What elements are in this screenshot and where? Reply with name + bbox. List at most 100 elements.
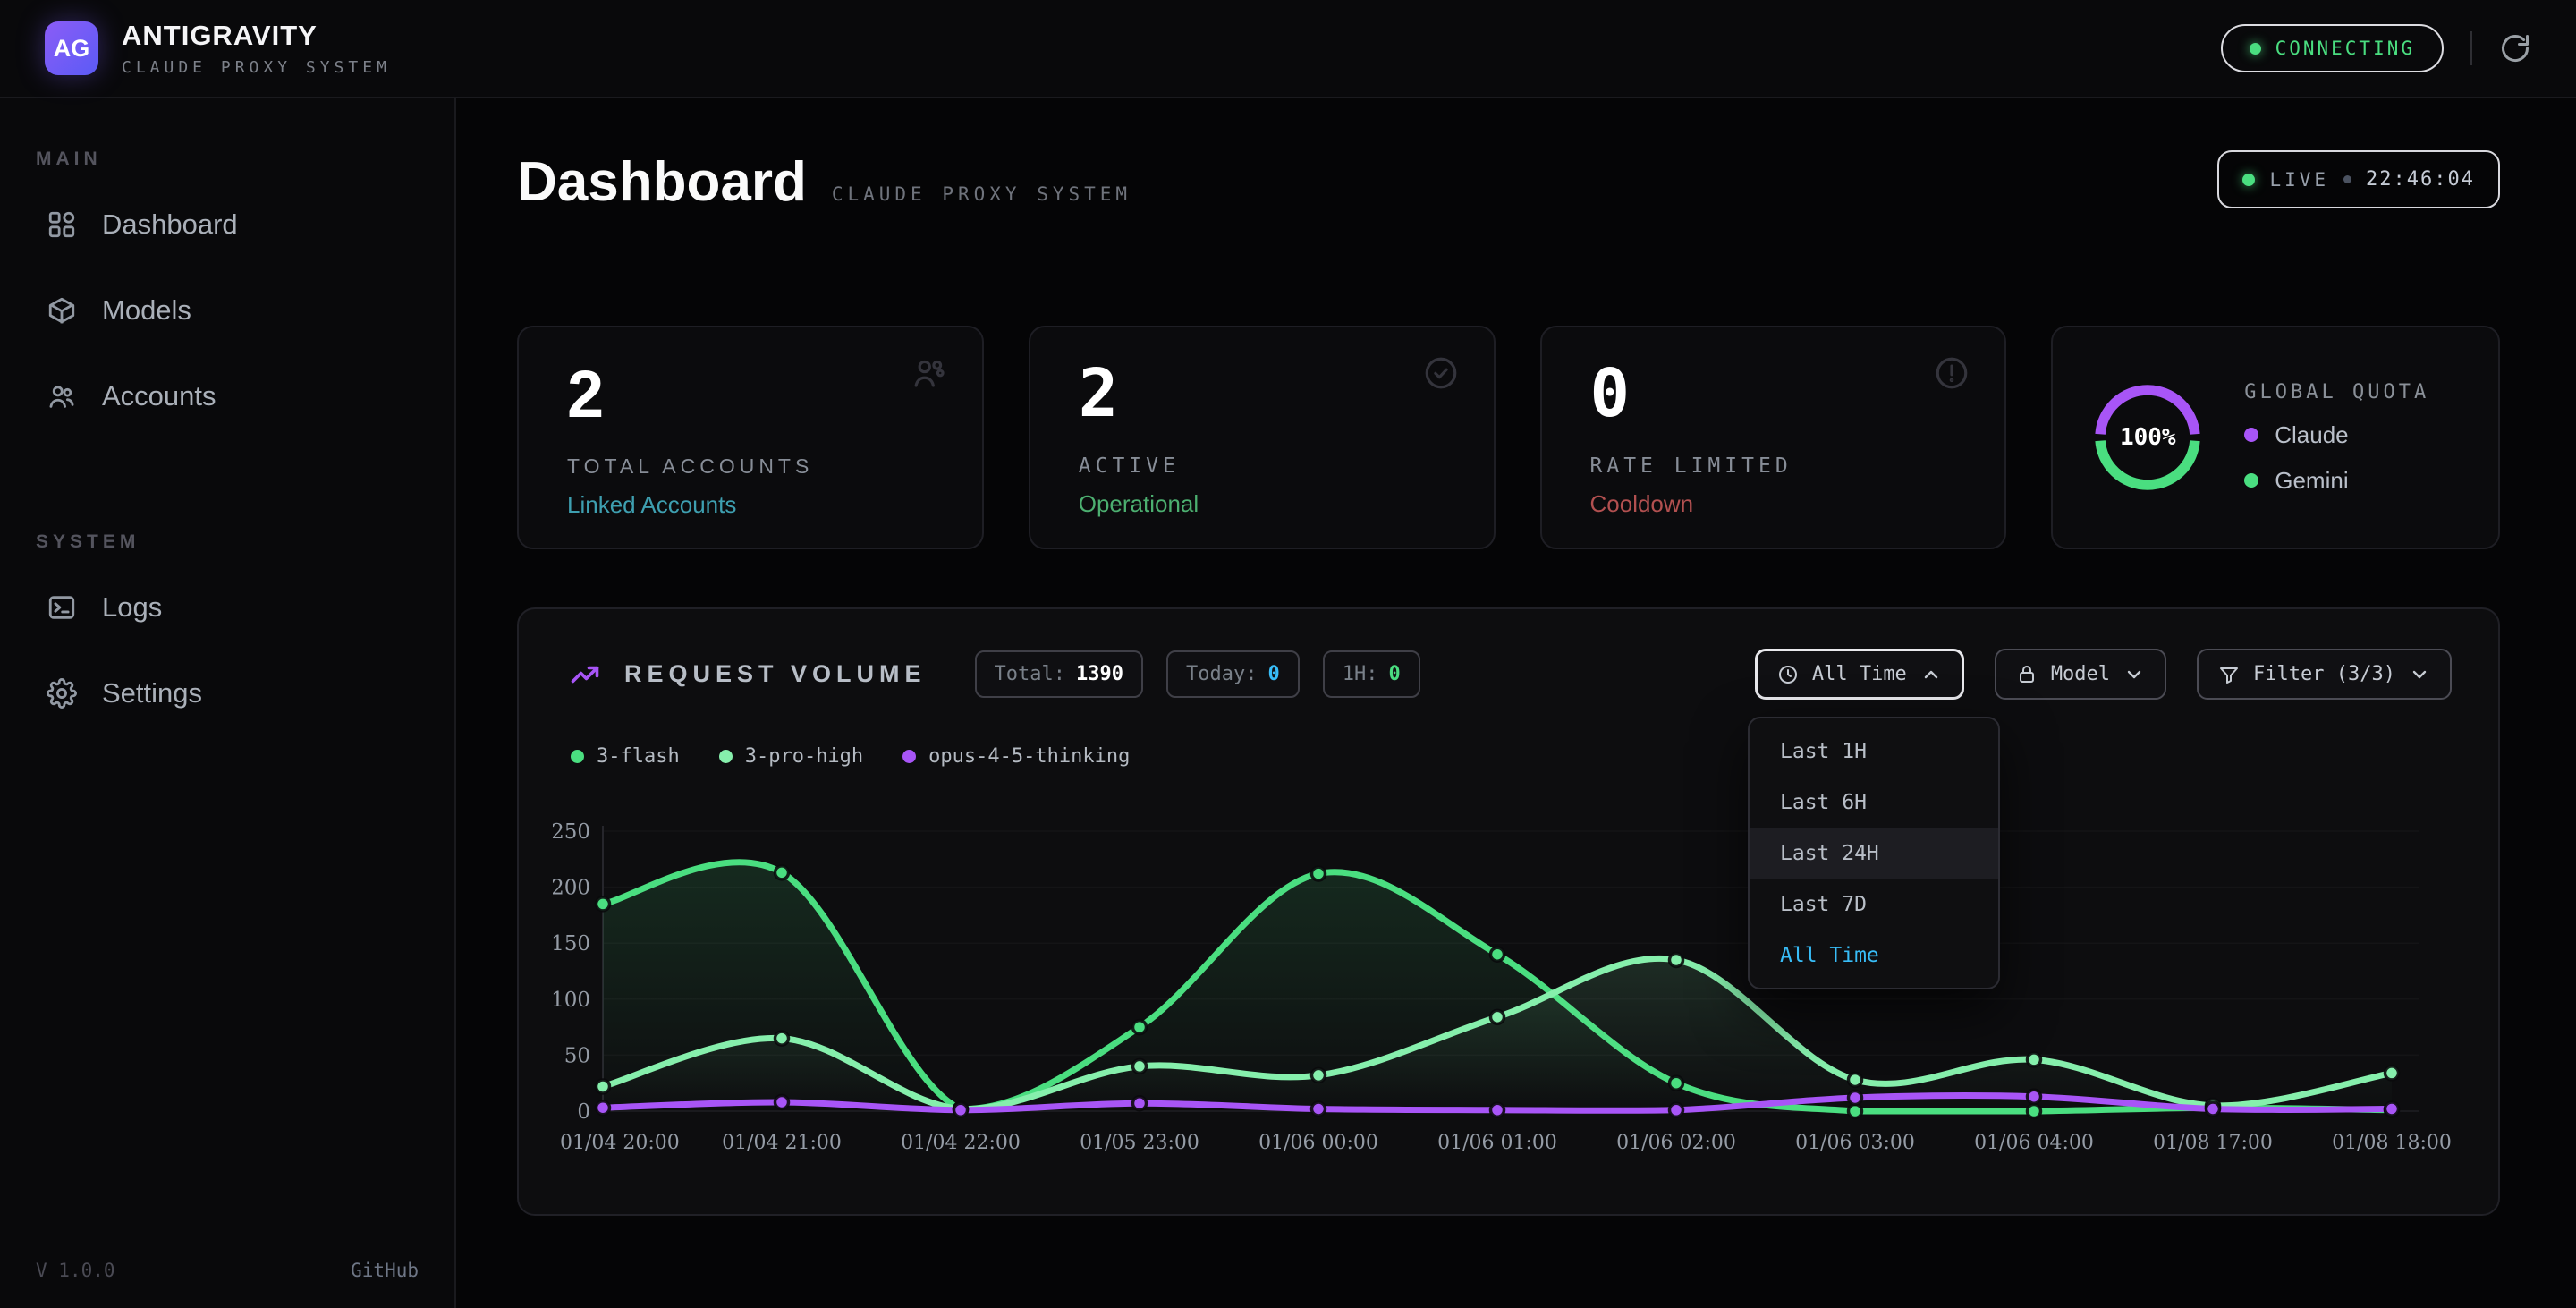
- check-circle-icon: [1425, 357, 1456, 389]
- trending-up-icon: [571, 666, 599, 683]
- dropdown-item[interactable]: Last 24H: [1750, 828, 1998, 879]
- claude-dot-icon: [2244, 428, 2259, 442]
- sidebar-item-logs[interactable]: Logs: [36, 578, 419, 637]
- total-badge: Total: 1390: [974, 650, 1143, 698]
- main-content: Dashboard CLAUDE PROXY SYSTEM LIVE 22:46…: [456, 98, 2576, 1308]
- badge-value: 0: [1267, 663, 1280, 685]
- series-dot-icon: [902, 750, 917, 763]
- app-subtitle: CLAUDE PROXY SYSTEM: [122, 58, 391, 77]
- sidebar-item-models[interactable]: Models: [36, 281, 419, 340]
- chevron-down-icon: [2412, 670, 2427, 678]
- quota-provider: Gemini: [2275, 466, 2349, 494]
- sidebar-item-settings[interactable]: Settings: [36, 664, 419, 723]
- svg-text:01/06 04:00: 01/06 04:00: [1974, 1132, 2094, 1154]
- badge-label: 1H:: [1342, 663, 1378, 685]
- time-range-button[interactable]: All Time: [1754, 649, 1964, 700]
- stat-sublabel: Cooldown: [1589, 489, 1694, 517]
- stat-label: TOTAL ACCOUNTS: [567, 454, 814, 478]
- time-range-label: All Time: [1811, 663, 1907, 685]
- sidebar-item-label: Settings: [102, 677, 203, 709]
- stat-value: 0: [1589, 355, 1631, 432]
- series-name: opus-4-5-thinking: [928, 745, 1131, 768]
- quota-ring: 100%: [2092, 382, 2203, 493]
- page-title: Dashboard: [517, 151, 807, 213]
- series-name: 3-pro-high: [744, 745, 864, 768]
- chart-legend: 3-flash 3-pro-high opus-4-5-thinking: [571, 745, 1130, 768]
- gear-icon: [47, 678, 77, 709]
- stat-sublabel: Linked Accounts: [567, 490, 737, 518]
- gemini-dot-icon: [2244, 473, 2259, 488]
- sidebar-section-main: MAIN: [36, 149, 102, 169]
- quota-ring-gemini: [2095, 440, 2200, 490]
- clock-icon: [1778, 665, 1797, 684]
- series-dot-icon: [571, 750, 584, 763]
- live-label: LIVE: [2269, 168, 2330, 191]
- app-header: AG ANTIGRAVITY CLAUDE PROXY SYSTEM CONNE…: [0, 0, 2576, 98]
- svg-text:01/04 21:00: 01/04 21:00: [722, 1132, 842, 1154]
- badge-label: Total:: [994, 663, 1066, 685]
- hour-badge: 1H: 0: [1322, 650, 1420, 698]
- chevron-up-icon: [1924, 670, 1938, 678]
- stat-label: ACTIVE: [1078, 454, 1180, 478]
- svg-text:01/08 17:00: 01/08 17:00: [2153, 1132, 2273, 1154]
- chart-title: REQUEST VOLUME: [624, 660, 927, 687]
- app-version: V 1.0.0: [36, 1260, 115, 1281]
- sidebar-section-system: SYSTEM: [36, 531, 140, 552]
- svg-text:250: 250: [553, 820, 590, 844]
- dropdown-item[interactable]: Last 7D: [1780, 892, 1867, 916]
- card-global-quota: 100% GLOBAL QUOTA Claude Gemini: [2051, 326, 2500, 549]
- svg-text:01/04 20:00: 01/04 20:00: [560, 1132, 680, 1154]
- sidebar-item-label: Models: [102, 294, 191, 326]
- svg-text:01/04 22:00: 01/04 22:00: [901, 1132, 1021, 1154]
- svg-text:01/06 01:00: 01/06 01:00: [1437, 1132, 1557, 1154]
- quota-provider: Claude: [2275, 420, 2349, 448]
- series-name: 3-flash: [597, 745, 680, 768]
- chevron-down-icon: [2127, 670, 2141, 678]
- svg-text:100: 100: [553, 989, 590, 1012]
- model-filter-button[interactable]: Model: [1994, 649, 2167, 700]
- request-volume-panel: REQUEST VOLUME Total: 1390 Today: 0 1H: …: [517, 607, 2500, 1216]
- card-active: 2 ACTIVE Operational: [1028, 326, 1496, 549]
- grid-icon: [48, 211, 75, 238]
- status-dot-icon: [2249, 42, 2261, 55]
- svg-text:01/05 23:00: 01/05 23:00: [1080, 1132, 1199, 1154]
- stat-value: 2: [567, 357, 605, 431]
- sidebar: MAIN Dashboard Models Accounts SYSTEM Lo…: [0, 98, 456, 1308]
- connection-status-badge: CONNECTING: [2220, 24, 2444, 72]
- svg-text:150: 150: [553, 932, 590, 956]
- badge-label: Today:: [1186, 663, 1258, 685]
- dropdown-item[interactable]: All Time: [1780, 943, 1879, 967]
- filter-button[interactable]: Filter (3/3): [2197, 649, 2452, 700]
- sidebar-item-accounts[interactable]: Accounts: [36, 367, 419, 426]
- legend-item: 3-pro-high: [718, 745, 864, 768]
- terminal-icon: [48, 596, 75, 619]
- legend-item: opus-4-5-thinking: [902, 745, 1130, 768]
- header-divider: [2470, 31, 2472, 65]
- users-icon: [49, 386, 74, 408]
- cube-icon: [48, 297, 75, 324]
- svg-text:01/06 02:00: 01/06 02:00: [1616, 1132, 1736, 1154]
- funnel-icon: [2220, 667, 2239, 684]
- today-badge: Today: 0: [1166, 650, 1300, 698]
- legend-item: 3-flash: [571, 745, 680, 768]
- dropdown-item[interactable]: Last 6H: [1780, 790, 1867, 814]
- quota-percent: 100%: [2119, 424, 2176, 451]
- quota-ring-claude: [2095, 385, 2200, 435]
- model-icon: [2019, 665, 2034, 683]
- separator-dot-icon: [2343, 175, 2352, 183]
- series-dot-icon: [718, 750, 733, 763]
- sidebar-item-dashboard[interactable]: Dashboard: [36, 195, 419, 254]
- sidebar-item-label: Accounts: [102, 380, 216, 412]
- refresh-icon[interactable]: [2499, 32, 2531, 64]
- svg-text:200: 200: [553, 877, 590, 900]
- svg-text:01/06 00:00: 01/06 00:00: [1258, 1132, 1378, 1154]
- card-rate-limited: 0 RATE LIMITED Cooldown: [1539, 326, 2007, 549]
- dropdown-item[interactable]: Last 1H: [1780, 739, 1867, 763]
- live-clock: 22:46:04: [2366, 168, 2475, 191]
- live-status-badge: LIVE 22:46:04: [2217, 150, 2500, 208]
- github-link[interactable]: GitHub: [351, 1260, 419, 1281]
- badge-value: 1390: [1076, 663, 1123, 685]
- alert-circle-icon: [1936, 357, 1968, 389]
- app-title: ANTIGRAVITY: [122, 20, 318, 51]
- sidebar-item-label: Dashboard: [102, 208, 238, 240]
